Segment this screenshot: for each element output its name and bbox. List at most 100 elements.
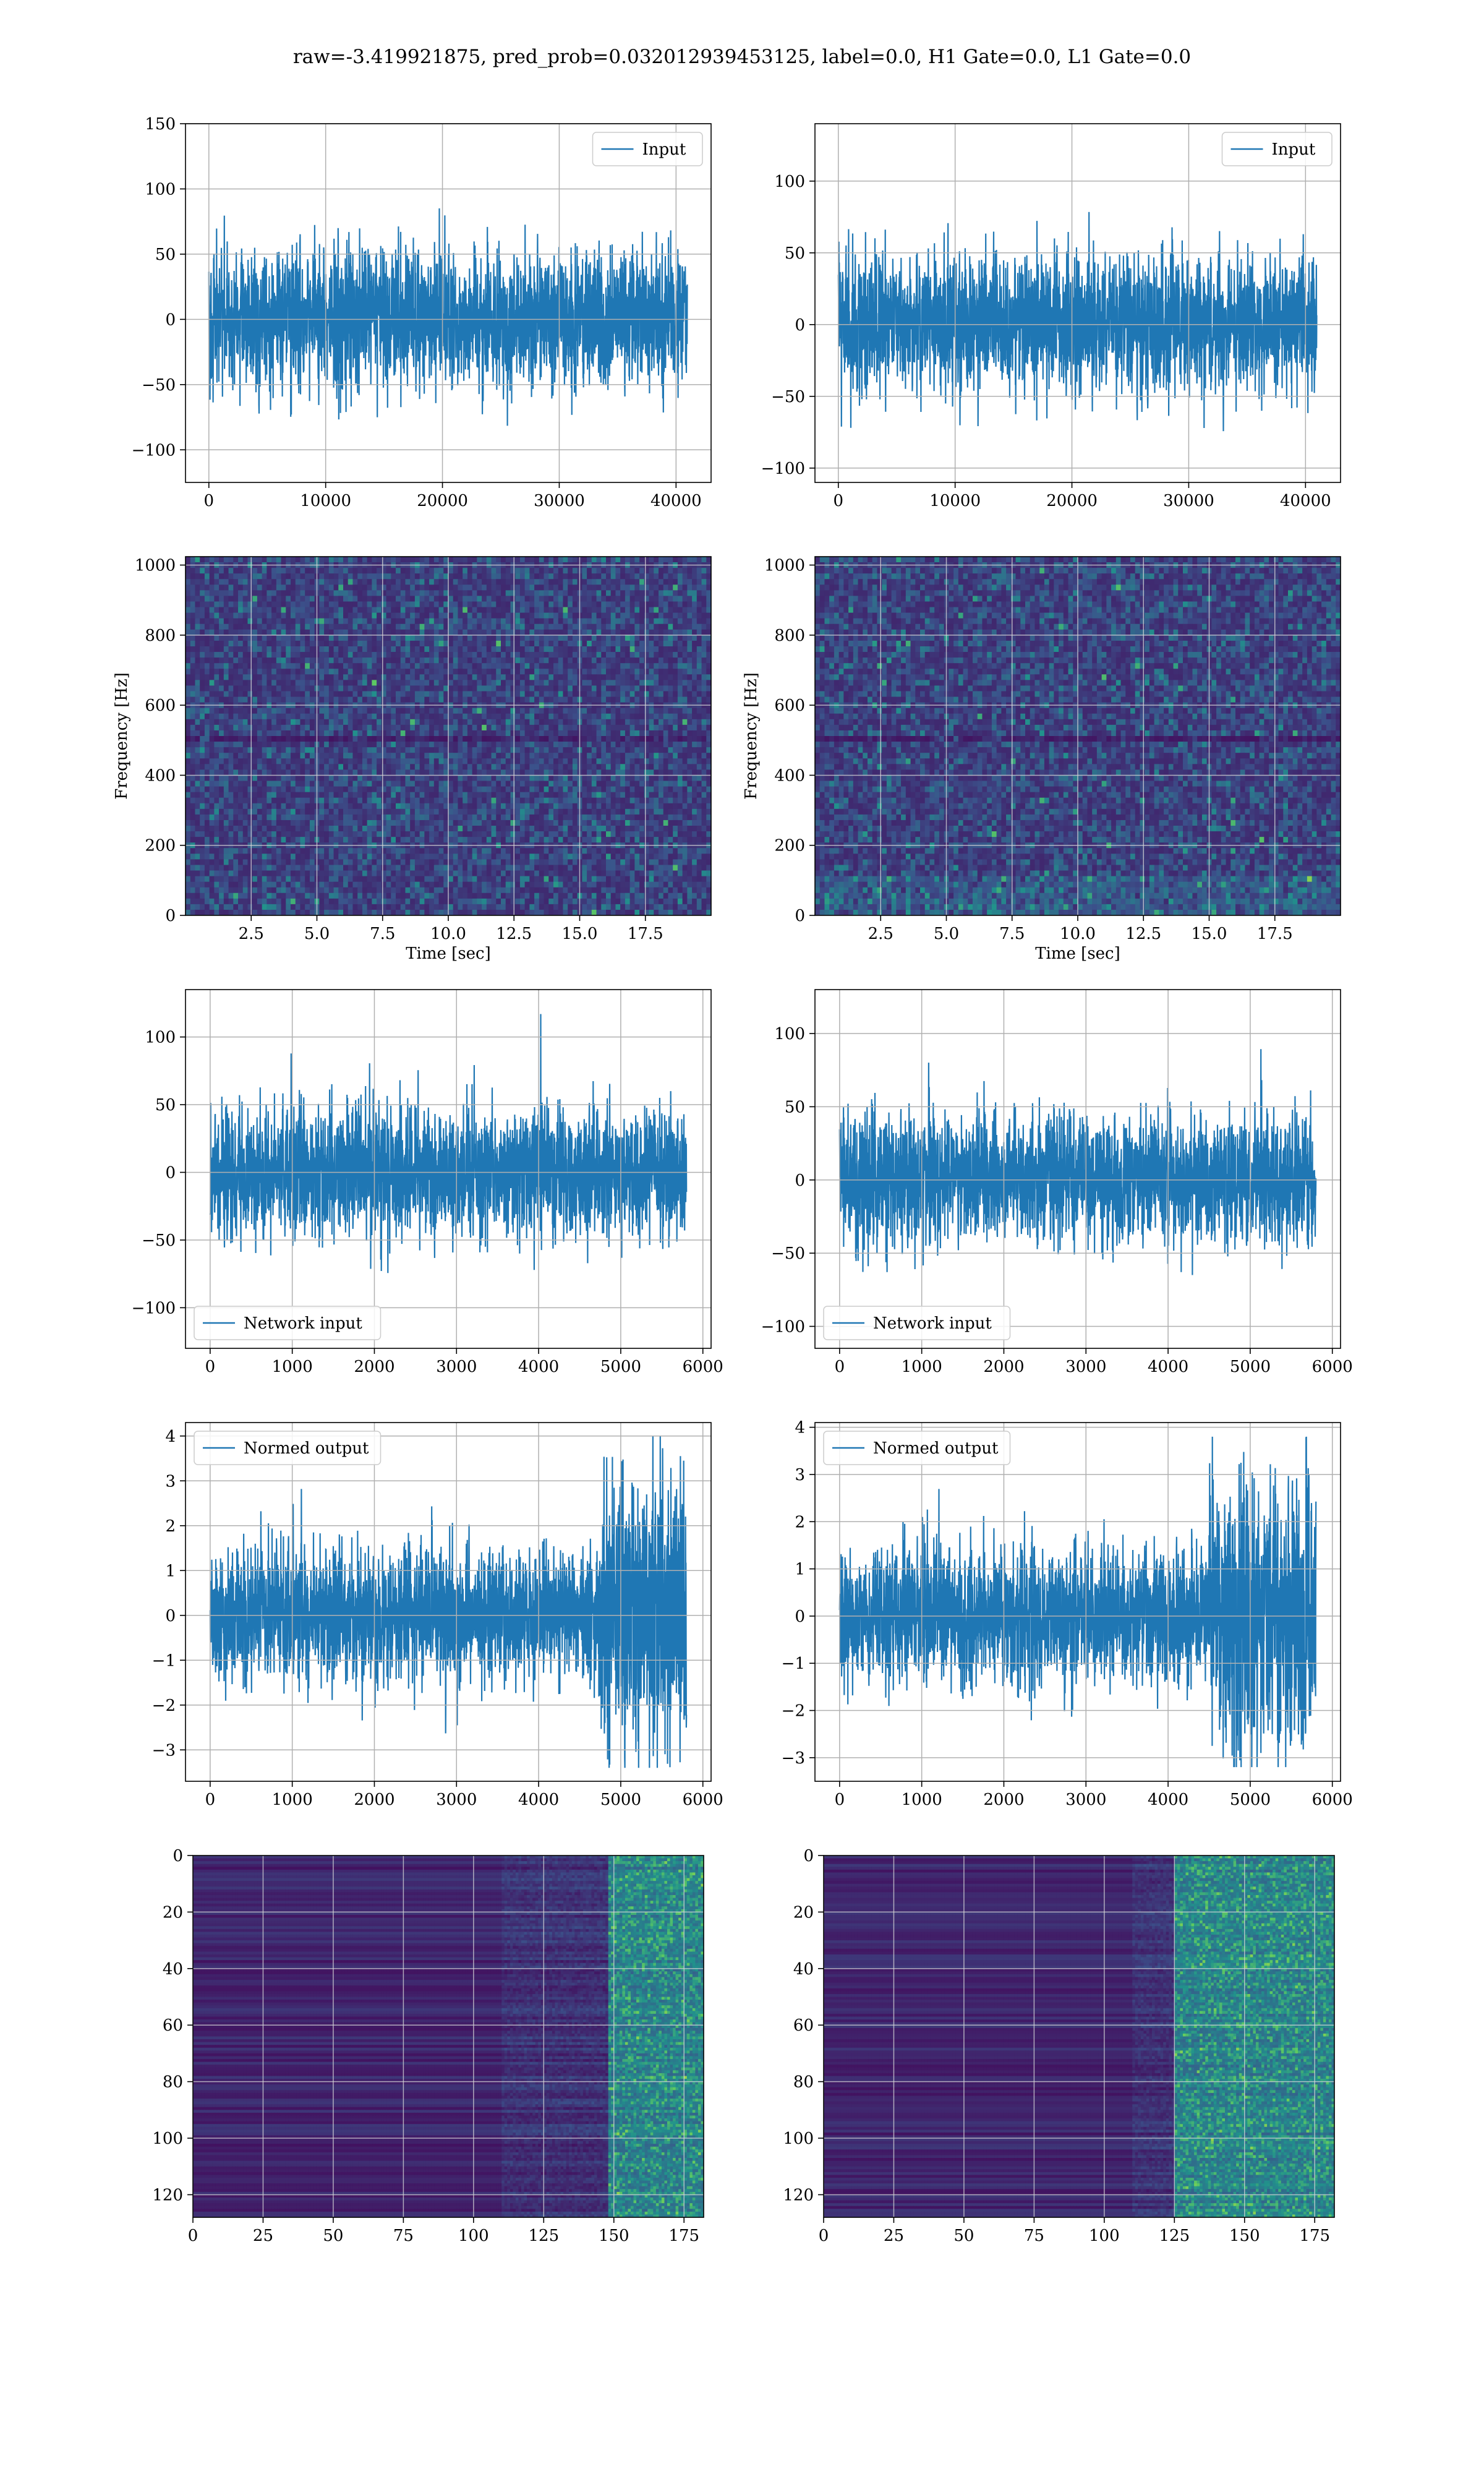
y-tick-label: 3 <box>165 1472 176 1491</box>
y-tick-label: 0 <box>795 316 805 335</box>
x-tick-label: 2000 <box>354 1791 394 1809</box>
figure-title: raw=-3.419921875, pred_prob=0.0320129394… <box>293 46 1191 68</box>
series-line <box>838 212 1317 431</box>
x-tick-label: 2.5 <box>868 925 893 943</box>
y-tick-label: 80 <box>793 2073 814 2092</box>
x-tick-label: 2000 <box>983 1358 1024 1376</box>
y-tick-label: 4 <box>795 1419 805 1437</box>
plot-area <box>209 208 688 426</box>
y-tick-label: −50 <box>142 376 176 395</box>
x-tick-label: 30000 <box>1163 492 1214 510</box>
x-tick-label: 0 <box>835 1791 845 1809</box>
legend-label: Network input <box>244 1314 362 1333</box>
heatmap-cells <box>824 1856 1335 2218</box>
x-tick-label: 25 <box>253 2227 273 2245</box>
y-tick-label: 100 <box>152 2129 183 2148</box>
x-tick-label: 5000 <box>600 1791 641 1809</box>
x-tick-label: 7.5 <box>370 925 395 943</box>
x-tick-label: 12.5 <box>1125 925 1161 943</box>
y-tick-label: 150 <box>145 115 176 134</box>
series-line <box>840 1437 1316 1767</box>
x-axis-label: Time [sec] <box>406 944 491 963</box>
x-axis-label: Time [sec] <box>1035 944 1120 963</box>
y-tick-label: 400 <box>774 766 805 785</box>
y-tick-label: 1000 <box>135 557 176 575</box>
x-tick-label: 15.0 <box>1192 925 1227 943</box>
y-axis-label: Frequency [Hz] <box>742 672 761 800</box>
y-tick-label: 120 <box>783 2186 814 2204</box>
x-tick-label: 2000 <box>983 1791 1024 1809</box>
x-tick-label: 125 <box>528 2227 559 2245</box>
y-tick-label: 50 <box>155 1096 176 1115</box>
panel-4: 2.5 5.0 7.5 10.0 12.5 15.0 17.5020040060080010… <box>742 557 1341 963</box>
y-tick-label: 0 <box>803 1847 814 1865</box>
y-tick-label: −100 <box>132 1299 176 1317</box>
y-tick-label: 3 <box>795 1466 805 1484</box>
x-tick-label: 0 <box>205 1358 216 1376</box>
x-tick-label: 75 <box>1024 2227 1044 2245</box>
x-tick-label: 5.0 <box>934 925 959 943</box>
y-tick-label: 0 <box>165 1607 176 1625</box>
y-tick-label: 0 <box>165 310 176 329</box>
x-tick-label: 150 <box>599 2227 629 2245</box>
x-tick-label: 2000 <box>354 1358 394 1376</box>
legend: Network input <box>194 1306 381 1340</box>
y-tick-label: 400 <box>145 766 176 785</box>
y-tick-label: 60 <box>793 2016 814 2035</box>
legend: Input <box>593 132 703 166</box>
x-tick-label: 4000 <box>518 1791 559 1809</box>
legend: Network input <box>824 1306 1010 1340</box>
x-tick-label: 100 <box>1089 2227 1120 2245</box>
x-tick-label: 10000 <box>300 492 351 510</box>
y-tick-label: −50 <box>771 388 805 406</box>
x-tick-label: 4000 <box>1148 1791 1188 1809</box>
y-tick-label: 1000 <box>764 557 805 575</box>
y-tick-label: 20 <box>163 1903 183 1922</box>
y-tick-label: −2 <box>152 1697 176 1715</box>
x-tick-label: 6000 <box>1312 1791 1353 1809</box>
x-tick-label: 1000 <box>902 1791 942 1809</box>
legend-label: Normed output <box>873 1439 999 1458</box>
y-tick-label: −100 <box>761 1317 805 1336</box>
legend: Normed output <box>194 1431 381 1465</box>
y-tick-label: 100 <box>774 1025 805 1043</box>
x-tick-label: 6000 <box>1312 1358 1353 1376</box>
x-tick-label: 3000 <box>436 1791 477 1809</box>
x-tick-label: 75 <box>393 2227 414 2245</box>
y-tick-label: 80 <box>163 2073 183 2092</box>
plot-area <box>824 1856 1335 2218</box>
x-tick-label: 0 <box>204 492 215 510</box>
y-tick-label: −2 <box>782 1702 805 1721</box>
panel-7: 0 1000 2000 3000 4000 5000 6000−3−2−101234Norm… <box>152 1423 723 1809</box>
y-tick-label: 800 <box>774 627 805 645</box>
x-tick-label: 12.5 <box>496 925 532 943</box>
x-tick-label: 40000 <box>1280 492 1331 510</box>
y-tick-label: −3 <box>152 1741 176 1760</box>
y-tick-label: −100 <box>132 441 176 460</box>
x-tick-label: 0 <box>205 1791 216 1809</box>
y-tick-label: 800 <box>145 627 176 645</box>
x-tick-label: 30000 <box>534 492 585 510</box>
x-tick-label: 4000 <box>518 1358 559 1376</box>
y-tick-label: 40 <box>163 1960 183 1979</box>
y-tick-label: 120 <box>152 2186 183 2204</box>
x-tick-label: 15.0 <box>562 925 598 943</box>
x-tick-label: 5000 <box>1230 1358 1271 1376</box>
y-tick-label: 600 <box>774 696 805 715</box>
x-tick-label: 3000 <box>1065 1358 1106 1376</box>
x-tick-label: 10000 <box>929 492 981 510</box>
y-tick-label: −1 <box>782 1654 805 1673</box>
x-tick-label: 6000 <box>683 1358 723 1376</box>
x-tick-label: 100 <box>458 2227 489 2245</box>
x-tick-label: 7.5 <box>999 925 1025 943</box>
x-tick-label: 3000 <box>1065 1791 1106 1809</box>
plot-area <box>210 1014 686 1273</box>
x-tick-label: 5000 <box>600 1358 641 1376</box>
y-tick-label: −1 <box>152 1651 176 1670</box>
x-tick-label: 1000 <box>902 1358 942 1376</box>
legend-label: Normed output <box>244 1439 369 1458</box>
plot-area <box>840 1437 1316 1767</box>
series-line <box>209 208 688 426</box>
